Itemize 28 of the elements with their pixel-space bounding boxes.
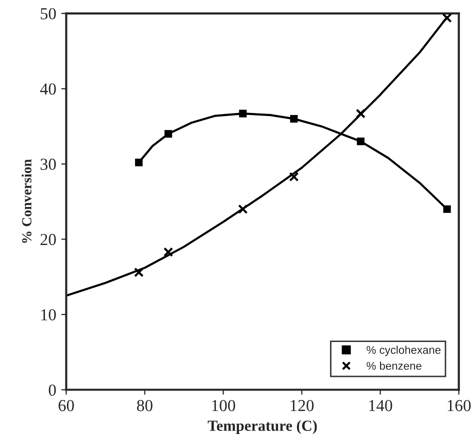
y-tick-label: 0 — [48, 384, 56, 396]
y-tick-label: 50 — [40, 8, 56, 20]
x-tick-label: 120 — [290, 400, 314, 412]
x-tick-label: 80 — [137, 400, 152, 412]
y-tick-label: 30 — [40, 158, 56, 170]
point — [134, 268, 144, 278]
y-tick-label: 40 — [40, 83, 56, 95]
y-tick-label: 20 — [40, 234, 56, 246]
legend-label: % benzene — [366, 362, 422, 370]
x-tick-label: 100 — [212, 400, 236, 412]
y-axis-title: % Conversion — [22, 159, 32, 243]
point — [290, 115, 298, 123]
point — [163, 247, 174, 257]
y-tick-label: 10 — [41, 309, 56, 320]
legend-label: % cyclohexane — [366, 346, 441, 356]
point — [356, 108, 366, 118]
x-tick-label: 60 — [58, 400, 74, 412]
point — [443, 205, 451, 213]
point — [238, 204, 248, 214]
x-tick-label: 160 — [448, 400, 471, 412]
point — [164, 130, 172, 138]
point — [239, 110, 247, 118]
point — [289, 172, 299, 182]
point — [135, 158, 143, 166]
x-axis-title: Temperature (C) — [208, 420, 317, 434]
point — [442, 13, 452, 23]
x-tick-label: 140 — [369, 400, 392, 412]
point — [356, 138, 364, 146]
